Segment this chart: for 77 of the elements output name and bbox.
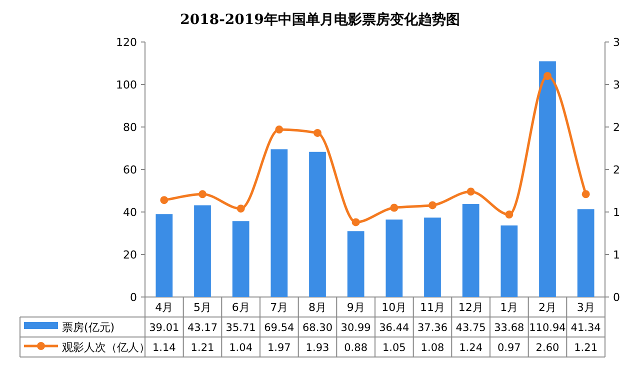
point xyxy=(582,190,590,198)
point xyxy=(390,204,398,212)
y-tick-label: 60 xyxy=(123,164,137,176)
bar xyxy=(500,225,518,297)
bar xyxy=(539,61,556,297)
data-label: 1.14 xyxy=(152,342,176,354)
x-tick-label: 9月 xyxy=(346,301,365,314)
data-label: 2.60 xyxy=(536,342,560,354)
x-tick-label: 10月 xyxy=(382,301,407,314)
data-label: 37.36 xyxy=(417,322,448,334)
chart-title: 2018-2019年中国单月电影票房变化趋势图 xyxy=(180,11,460,28)
y-tick-label: 0 xyxy=(130,291,137,304)
data-label: 1.04 xyxy=(229,342,253,354)
point xyxy=(275,126,284,134)
y-tick-label: 80 xyxy=(123,121,137,134)
point xyxy=(198,190,206,198)
y2-tick-label: 3 xyxy=(613,36,620,49)
data-label: 1.97 xyxy=(267,342,291,354)
data-label: 0.88 xyxy=(344,342,368,354)
y-tick-label: 120 xyxy=(116,36,137,49)
data-label: 43.75 xyxy=(456,322,486,334)
point xyxy=(160,196,168,204)
point xyxy=(544,72,552,80)
y2-tick-label: 1 xyxy=(613,248,620,262)
bar xyxy=(232,221,250,297)
x-tick-label: 3月 xyxy=(576,301,595,314)
data-label: 1.21 xyxy=(574,342,598,354)
bar xyxy=(270,149,288,297)
data-label: 69.54 xyxy=(264,322,295,334)
data-label: 1.08 xyxy=(420,342,444,354)
y2-tick-label: 3 xyxy=(613,78,620,92)
y2-tick-label: 2 xyxy=(613,121,620,134)
data-label: 35.71 xyxy=(226,322,256,334)
y-tick-label: 100 xyxy=(116,78,137,92)
data-label: 36.44 xyxy=(379,322,410,334)
bar xyxy=(347,231,364,297)
point xyxy=(352,218,360,226)
y2-tick-label: 2 xyxy=(613,164,620,176)
x-tick-label: 1月 xyxy=(500,301,518,314)
legend-label: 观影人次（亿人） xyxy=(62,341,150,354)
bar xyxy=(309,152,326,297)
bar xyxy=(194,205,211,297)
bar xyxy=(156,214,173,297)
y-tick-label: 40 xyxy=(123,206,137,219)
point xyxy=(466,188,475,196)
bar xyxy=(386,220,403,297)
x-tick-label: 6月 xyxy=(232,301,250,314)
point xyxy=(505,210,514,219)
bar xyxy=(577,209,594,297)
data-label: 110.94 xyxy=(529,322,566,334)
bar xyxy=(462,204,480,297)
point xyxy=(314,128,322,137)
data-label: 1.05 xyxy=(382,342,406,354)
legend-label: 票房(亿元) xyxy=(62,321,115,334)
data-label: 30.99 xyxy=(340,322,371,334)
y-tick-label: 20 xyxy=(123,248,137,262)
data-label: 68.30 xyxy=(302,322,333,334)
y2-tick-label: 0 xyxy=(613,291,620,304)
data-label: 1.93 xyxy=(306,342,330,354)
point xyxy=(428,201,436,210)
bar xyxy=(424,218,441,297)
y2-tick-label: 1 xyxy=(613,206,620,219)
x-tick-label: 5月 xyxy=(194,301,212,314)
data-label: 41.34 xyxy=(570,322,602,334)
x-tick-label: 4月 xyxy=(155,301,174,314)
x-tick-label: 12月 xyxy=(458,301,484,314)
x-tick-label: 2月 xyxy=(538,301,556,314)
x-tick-label: 11月 xyxy=(420,301,445,314)
x-tick-label: 8月 xyxy=(308,301,326,314)
x-tick-label: 7月 xyxy=(270,301,288,314)
data-label: 0.97 xyxy=(497,342,521,354)
data-label: 1.24 xyxy=(459,342,483,354)
point xyxy=(236,204,245,213)
data-label: 43.17 xyxy=(187,322,218,334)
data-label: 33.68 xyxy=(494,322,524,334)
data-label: 39.01 xyxy=(149,322,180,334)
data-label: 1.21 xyxy=(190,342,214,354)
